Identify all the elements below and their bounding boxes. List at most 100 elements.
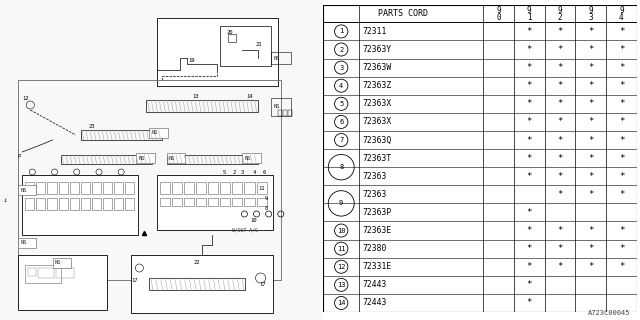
Text: *: *	[619, 244, 624, 253]
Bar	[92, 198, 101, 210]
Text: 22: 22	[194, 260, 200, 265]
Text: 72363Y: 72363Y	[362, 45, 392, 54]
Bar	[232, 182, 243, 194]
Text: *: *	[588, 27, 593, 36]
Text: NS: NS	[54, 260, 61, 266]
Text: 72380: 72380	[362, 244, 387, 253]
Bar	[114, 182, 124, 194]
Bar	[271, 52, 291, 64]
Text: *: *	[619, 172, 624, 181]
Text: 11: 11	[337, 246, 346, 252]
Bar	[172, 198, 182, 206]
Bar	[47, 198, 56, 210]
Text: 9: 9	[264, 196, 268, 201]
Text: *: *	[619, 117, 624, 126]
Text: 10: 10	[250, 218, 257, 222]
Text: *: *	[527, 299, 532, 308]
Text: *: *	[527, 172, 532, 181]
Bar	[196, 182, 206, 194]
Text: NS: NS	[274, 55, 280, 60]
Bar	[271, 98, 291, 116]
Text: 9: 9	[339, 200, 343, 206]
Bar	[81, 182, 90, 194]
Text: *: *	[619, 262, 624, 271]
Text: *: *	[527, 208, 532, 217]
Bar	[159, 198, 170, 206]
Text: *: *	[588, 99, 593, 108]
Text: 0: 0	[496, 13, 501, 22]
Text: *: *	[588, 226, 593, 235]
Bar	[257, 198, 267, 206]
Text: *: *	[619, 190, 624, 199]
Bar	[36, 198, 45, 210]
Bar	[278, 110, 282, 116]
Text: *: *	[527, 27, 532, 36]
Text: 19: 19	[188, 58, 195, 62]
Text: *: *	[527, 262, 532, 271]
Text: *: *	[557, 27, 563, 36]
Text: NS: NS	[152, 131, 158, 135]
Text: *: *	[588, 262, 593, 271]
Text: 17: 17	[131, 277, 138, 283]
Text: 1: 1	[527, 13, 532, 22]
Bar	[18, 238, 36, 248]
Text: *: *	[557, 244, 563, 253]
Text: 13: 13	[192, 94, 198, 100]
Bar	[52, 258, 70, 268]
Text: 21: 21	[255, 42, 262, 46]
Bar	[220, 182, 230, 194]
Text: *: *	[557, 226, 563, 235]
Text: 72443: 72443	[362, 299, 387, 308]
Text: NS: NS	[244, 156, 251, 161]
Bar	[81, 130, 161, 140]
Bar	[22, 175, 138, 235]
Text: W/OUT A/C: W/OUT A/C	[232, 228, 258, 233]
Text: 4: 4	[253, 170, 256, 174]
Bar	[166, 153, 185, 163]
Text: 8: 8	[264, 205, 268, 211]
Text: *: *	[619, 45, 624, 54]
Text: 14: 14	[337, 300, 346, 306]
Text: 3: 3	[588, 13, 593, 22]
Bar	[103, 198, 112, 210]
Text: *: *	[557, 190, 563, 199]
Text: 14: 14	[246, 94, 253, 100]
Text: p: p	[18, 153, 21, 157]
Text: *: *	[588, 190, 593, 199]
Text: 1: 1	[339, 28, 343, 35]
Text: *: *	[557, 99, 563, 108]
Bar	[243, 153, 260, 163]
Text: *: *	[527, 63, 532, 72]
Text: *: *	[557, 45, 563, 54]
Bar	[125, 182, 134, 194]
Text: 17: 17	[260, 282, 266, 286]
Text: PARTS CORD: PARTS CORD	[378, 9, 428, 18]
Text: *: *	[588, 63, 593, 72]
Text: *: *	[557, 63, 563, 72]
Bar	[288, 110, 292, 116]
Text: 72363: 72363	[362, 172, 387, 181]
Text: 72311: 72311	[362, 27, 387, 36]
Bar	[208, 198, 218, 206]
Bar	[25, 265, 61, 283]
Text: *: *	[527, 226, 532, 235]
Bar	[147, 100, 257, 112]
Text: 23: 23	[89, 124, 95, 130]
Text: 72363: 72363	[362, 190, 387, 199]
Text: *: *	[527, 117, 532, 126]
Text: *: *	[588, 172, 593, 181]
Text: 72363Q: 72363Q	[362, 136, 392, 145]
Text: *: *	[619, 136, 624, 145]
Bar	[172, 182, 182, 194]
Text: 72363T: 72363T	[362, 154, 392, 163]
Text: *: *	[527, 244, 532, 253]
Bar	[38, 268, 54, 278]
Text: 11: 11	[259, 186, 265, 190]
Bar	[25, 198, 35, 210]
Text: 72363X: 72363X	[362, 99, 392, 108]
Bar	[18, 80, 281, 280]
Text: *: *	[619, 63, 624, 72]
Text: *: *	[557, 81, 563, 90]
Text: 8: 8	[339, 164, 343, 170]
Bar	[70, 182, 79, 194]
